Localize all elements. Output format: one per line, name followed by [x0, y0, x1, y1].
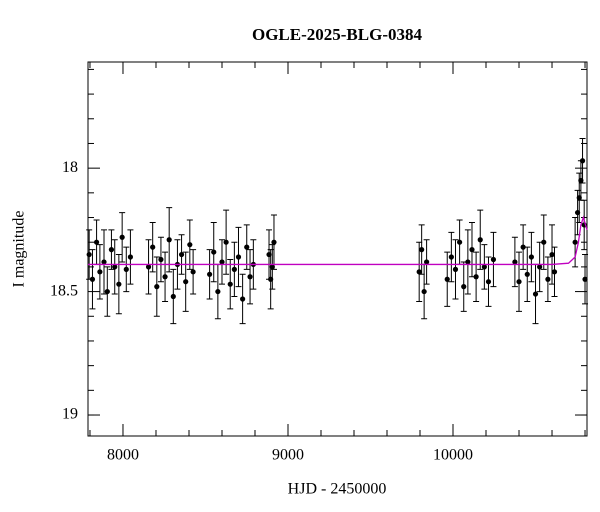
- data-point: [551, 269, 558, 275]
- data-point: [579, 158, 586, 164]
- data-point: [240, 296, 246, 302]
- data-point: [537, 264, 543, 270]
- data-point: [154, 284, 160, 290]
- data-point: [244, 244, 250, 250]
- data-point: [549, 251, 555, 258]
- data-point: [231, 266, 237, 272]
- data-point: [532, 291, 539, 297]
- data-point: [545, 276, 551, 282]
- data-point: [97, 269, 103, 275]
- data-point: [473, 274, 479, 280]
- data-point: [477, 237, 483, 243]
- data-point: [219, 259, 225, 265]
- data-point: [215, 288, 221, 295]
- data-point: [465, 259, 471, 265]
- data-point: [457, 239, 463, 245]
- data-point: [112, 264, 118, 270]
- data-point: [524, 271, 530, 277]
- data-point: [416, 269, 422, 275]
- data-point: [485, 279, 492, 285]
- data-point: [541, 239, 547, 245]
- data-point: [490, 256, 497, 263]
- data-point: [93, 239, 100, 245]
- data-point: [108, 247, 115, 253]
- data-point: [116, 281, 122, 287]
- data-point: [452, 266, 459, 272]
- data-point: [235, 254, 242, 260]
- data-point: [528, 254, 534, 260]
- data-point: [444, 276, 450, 282]
- data-point: [520, 244, 526, 250]
- data-point: [178, 251, 185, 258]
- data-point: [223, 239, 229, 245]
- data-point: [516, 279, 522, 285]
- data-point: [424, 259, 430, 265]
- data-point: [170, 293, 176, 300]
- data-point: [119, 234, 125, 240]
- data-point: [271, 239, 277, 245]
- data-point: [469, 247, 475, 253]
- data-point: [481, 264, 487, 270]
- data-point: [123, 266, 129, 272]
- data-point: [162, 274, 168, 280]
- data-point: [190, 269, 196, 275]
- chart-title: OGLE-2025-BLG-0384: [252, 25, 423, 44]
- y-tick-label: 18: [62, 159, 78, 176]
- data-point: [183, 279, 189, 285]
- data-point: [207, 271, 213, 277]
- data-point: [101, 259, 107, 265]
- data-point: [572, 239, 578, 245]
- x-tick-label: 10000: [433, 447, 473, 464]
- data-point: [127, 254, 134, 260]
- data-point: [419, 247, 425, 253]
- x-tick-label: 8000: [107, 447, 139, 464]
- x-axis-label: HJD - 2450000: [288, 481, 387, 498]
- data-point: [86, 251, 92, 258]
- y-tick-label: 19: [62, 406, 78, 423]
- y-axis-label: I magnitude: [11, 211, 28, 288]
- data-point: [145, 264, 152, 270]
- data-point: [166, 237, 172, 243]
- data-point: [461, 284, 467, 290]
- data-point: [247, 274, 253, 280]
- data-point: [158, 256, 164, 263]
- data-point: [89, 276, 96, 282]
- data-point: [187, 242, 193, 248]
- data-point: [512, 259, 518, 265]
- data-point: [448, 254, 454, 260]
- x-tick-label: 9000: [272, 447, 304, 464]
- data-point: [421, 288, 427, 295]
- data-point: [227, 281, 233, 287]
- data-point: [211, 249, 217, 255]
- y-tick-label: 18.5: [50, 282, 78, 299]
- data-point: [150, 244, 156, 250]
- data-point: [582, 276, 588, 282]
- plot-frame: [87, 61, 588, 437]
- data-point: [104, 288, 110, 295]
- model-curve: [88, 215, 588, 266]
